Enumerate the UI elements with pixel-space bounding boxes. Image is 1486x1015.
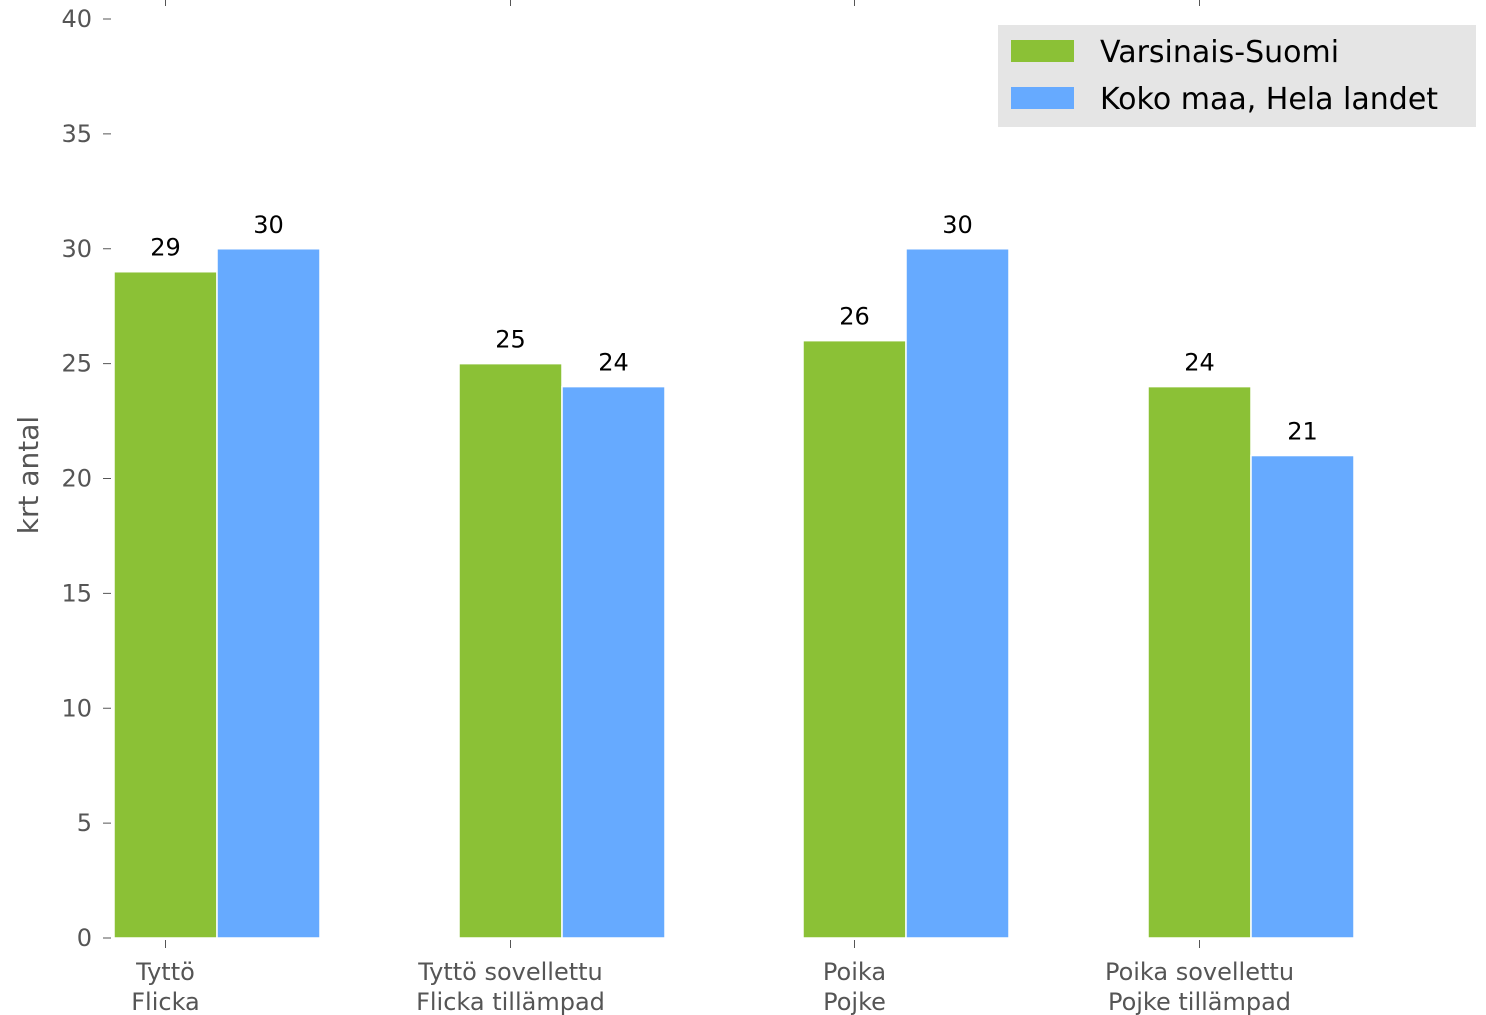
data-label: 26 <box>839 303 870 331</box>
y-tick-label: 10 <box>61 694 92 722</box>
y-tick-label: 35 <box>61 120 92 148</box>
data-label: 25 <box>495 326 526 354</box>
data-label: 24 <box>598 349 629 377</box>
legend-swatch <box>1011 87 1074 109</box>
legend-swatch <box>1011 40 1074 62</box>
bar <box>216 248 321 939</box>
x-tick-label: Flicka tillämpad <box>416 988 605 1015</box>
y-tick-label: 40 <box>61 5 92 33</box>
data-label: 24 <box>1184 349 1215 377</box>
bar <box>802 339 907 939</box>
legend-box <box>998 25 1476 127</box>
x-tick-label: Flicka <box>131 988 200 1015</box>
data-label: 29 <box>150 234 181 262</box>
bar <box>905 248 1010 939</box>
x-tick-label: Poika <box>823 958 886 986</box>
bar <box>561 385 666 939</box>
y-axis-label: krt antal <box>12 416 45 534</box>
x-tick-label: Tyttö <box>135 958 195 986</box>
legend-label: Varsinais-Suomi <box>1100 35 1339 70</box>
x-tick-label: Poika sovellettu <box>1105 958 1294 986</box>
plot-area: 29 25 26 24 30 24 30 21 <box>113 211 1355 939</box>
y-tick-label: 5 <box>77 809 92 837</box>
bar <box>458 362 563 939</box>
bar <box>1147 385 1252 939</box>
legend: Varsinais-Suomi Koko maa, Hela landet <box>998 25 1476 127</box>
y-tick-label: 20 <box>61 465 92 493</box>
x-tick-label: Pojke <box>823 988 886 1015</box>
bar <box>1250 454 1355 939</box>
x-tick-label: Tyttö sovellettu <box>417 958 603 986</box>
bar <box>113 270 218 939</box>
y-tick-label: 30 <box>61 235 92 263</box>
y-tick-label: 25 <box>61 350 92 378</box>
data-label: 30 <box>253 211 284 239</box>
y-tick-label: 0 <box>77 924 92 952</box>
data-label: 21 <box>1287 418 1318 446</box>
x-tick-label: Pojke tillämpad <box>1108 988 1291 1015</box>
y-tick-label: 15 <box>61 579 92 607</box>
data-label: 30 <box>942 211 973 239</box>
legend-label: Koko maa, Hela landet <box>1100 82 1438 117</box>
y-axis: 0 5 10 15 20 25 30 35 40 <box>61 5 111 952</box>
